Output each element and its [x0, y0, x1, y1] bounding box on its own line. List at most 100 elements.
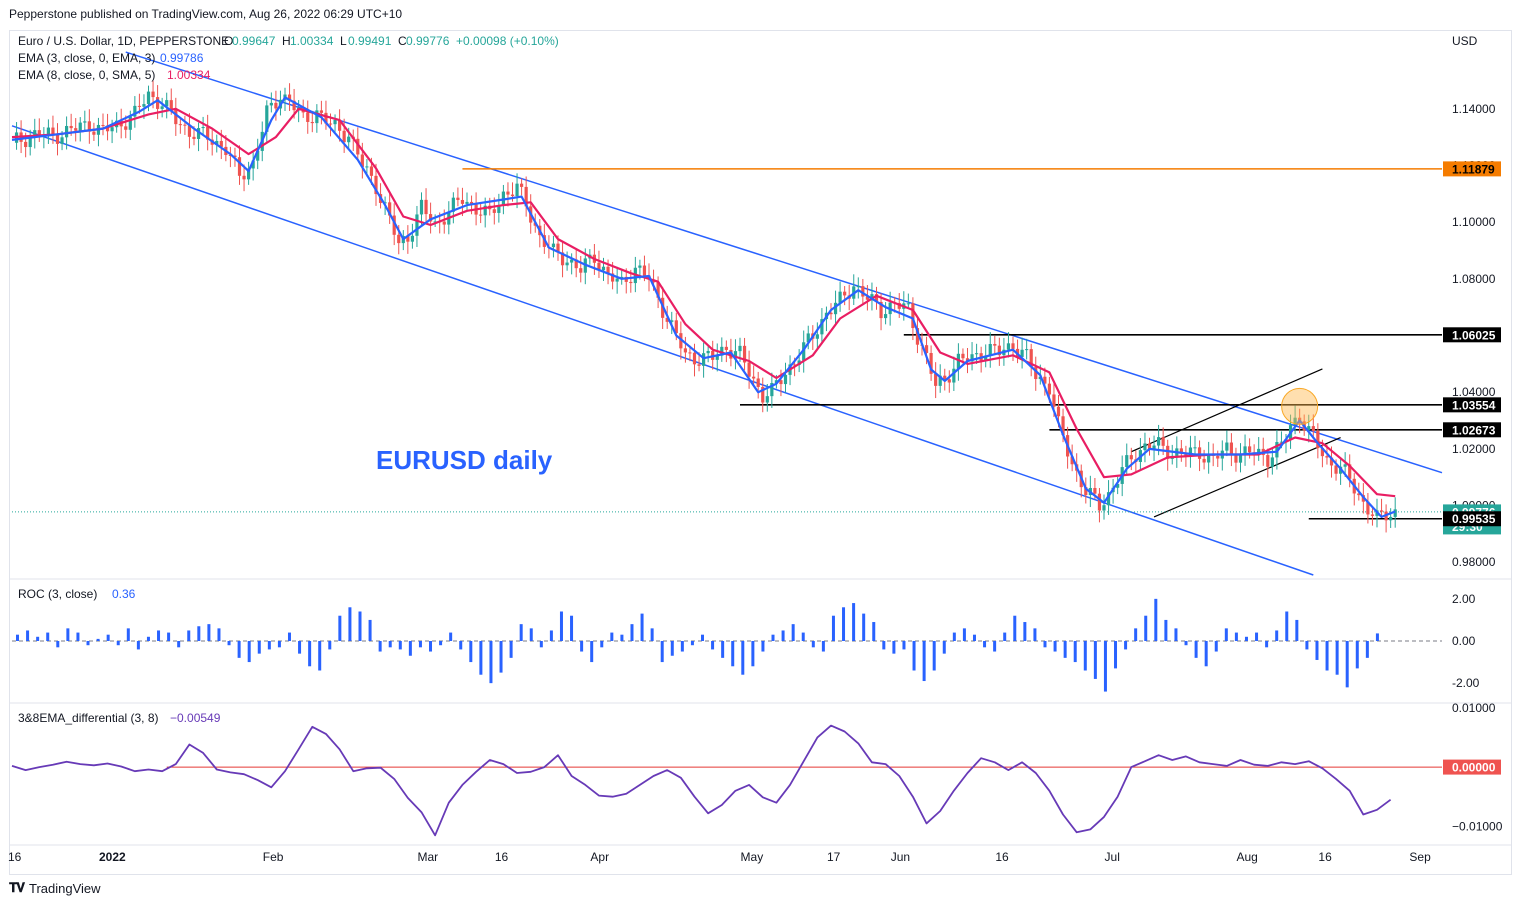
candle-body [929, 352, 933, 374]
candle-body [779, 380, 783, 385]
candle-body [1047, 383, 1051, 395]
legend: Euro / U.S. Dollar, 1D, PEPPERSTONEO0.99… [18, 34, 559, 82]
candle [96, 117, 101, 147]
roc-bar [1255, 632, 1259, 641]
candle-body [347, 136, 351, 143]
candle-body [419, 199, 424, 215]
candle-body [1152, 445, 1156, 450]
candle-body [310, 121, 314, 124]
roc-bar [207, 624, 211, 641]
candle [856, 277, 860, 299]
candle-body [1020, 349, 1024, 357]
candle-body [724, 346, 728, 350]
roc-bar [298, 641, 302, 654]
candle-body [560, 252, 565, 266]
candle-body [1334, 465, 1338, 474]
roc-bar [1375, 633, 1379, 641]
roc-bar [1275, 630, 1279, 641]
roc-bar [1144, 615, 1148, 641]
candle [265, 100, 269, 144]
candle-body [1011, 343, 1015, 349]
candle-body [524, 186, 528, 207]
candle-body [242, 175, 246, 180]
candle [256, 138, 260, 170]
diff-value: −0.00549 [170, 711, 221, 725]
candle-body [251, 160, 255, 169]
candle [565, 251, 569, 271]
candle-body [515, 183, 519, 197]
candle-body [829, 312, 833, 315]
candle [388, 192, 392, 224]
candle [1316, 423, 1320, 459]
candle [456, 187, 460, 207]
candle-body [360, 154, 364, 167]
roc-bar [872, 622, 876, 641]
candle-body [742, 345, 747, 363]
candle-body [1316, 430, 1320, 449]
roc-bar [650, 628, 654, 641]
roc-bar [469, 641, 473, 663]
candle-body [1279, 441, 1284, 443]
candle-body [679, 333, 683, 349]
roc-bar [932, 641, 936, 671]
candle [752, 365, 756, 385]
ema8-line [11, 107, 1396, 498]
candle-body [1093, 487, 1097, 494]
roc-tick-label: -2.00 [1452, 676, 1480, 690]
candle-body [201, 127, 205, 129]
candle [497, 193, 501, 223]
candle-body [975, 353, 979, 355]
roc-bar [418, 641, 422, 648]
candle-body [55, 134, 60, 144]
roc-pane: 2.00 0.00 -2.00 ROC (3, close) 0.36 [12, 587, 1480, 692]
candle-body [756, 378, 760, 387]
roc-bar [459, 641, 463, 650]
candle-body [774, 380, 778, 383]
roc-bar [882, 641, 886, 650]
roc-bar [1023, 622, 1027, 641]
diff-tick-label: 0.01000 [1452, 701, 1496, 715]
roc-bar [479, 641, 483, 675]
candle [247, 161, 251, 185]
legend-ohlc-key: O [224, 34, 233, 48]
candle [33, 118, 37, 149]
roc-bar [1134, 628, 1138, 641]
roc-bar [439, 641, 443, 646]
candle [306, 100, 310, 134]
candle [201, 116, 205, 136]
roc-bar [1174, 628, 1178, 641]
x-tick-label: Aug [1237, 850, 1258, 864]
candle [74, 118, 78, 142]
roc-bar [852, 603, 856, 641]
candle [742, 337, 747, 371]
candle [206, 114, 210, 151]
chart-frame [9, 30, 1512, 875]
candle-body [611, 273, 615, 282]
candle [1138, 438, 1142, 470]
x-tick-label: 16 [8, 850, 22, 864]
candle-body [924, 345, 929, 353]
candle [1207, 441, 1211, 474]
candle [515, 173, 519, 209]
candle [174, 97, 178, 136]
footer: 𝐓𝐕 TradingView [9, 880, 101, 896]
roc-bar [620, 634, 624, 641]
candle [1225, 430, 1229, 457]
candle-body [783, 374, 788, 385]
price-label-text: 1.03554 [1452, 398, 1496, 412]
roc-bar [771, 634, 775, 641]
candle-body [124, 126, 128, 130]
candle [406, 225, 410, 254]
roc-bar [1063, 641, 1067, 658]
candle-body [642, 265, 647, 276]
roc-bar [1083, 641, 1087, 671]
candle-body [961, 353, 965, 359]
candle-body [174, 109, 178, 125]
candle [820, 308, 824, 343]
x-tick-label: Apr [590, 850, 609, 864]
roc-bar [177, 641, 181, 648]
roc-bar [721, 641, 725, 658]
candle-body [65, 125, 69, 138]
candle [465, 192, 469, 212]
